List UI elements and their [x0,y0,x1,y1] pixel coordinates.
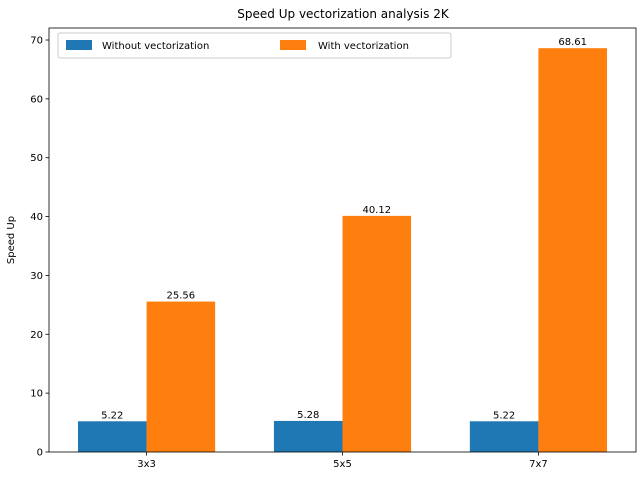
x-tick-label: 3x3 [137,459,156,470]
bar-value-label: 5.22 [493,410,515,421]
bar-value-label: 5.22 [101,410,123,421]
plot-area: 5.22 5.28 5.22 25.56 40.12 68.61 0 10 20 30 40 50 60… [30,27,637,470]
bar-with-5x5 [342,215,412,452]
bar-value-label: 25.56 [167,291,196,302]
legend-swatch [66,40,92,50]
y-tick-label: 40 [30,212,43,223]
bar-without-5x5 [273,420,343,452]
legend-swatch [280,40,306,50]
bar-value-label: 40.12 [362,205,391,216]
bar-without-7x7 [469,421,539,452]
bar-without-3x3 [78,421,147,452]
x-tick-label: 7x7 [529,459,548,470]
bar-value-label: 5.28 [297,410,319,421]
x-tick-label: 5x5 [333,459,352,470]
y-tick-label: 0 [37,448,43,459]
y-tick-label: 10 [30,389,43,400]
legend-entry-label: With vectorization [318,41,409,52]
legend-box [57,32,452,59]
y-tick-label: 30 [30,271,43,282]
y-axis-label: Speed Up [6,216,17,264]
legend-entry-label: Without vectorization [102,41,209,52]
bar-with-3x3 [146,301,216,452]
y-tick-label: 50 [30,153,43,164]
y-tick-label: 70 [30,36,43,47]
bar-value-label: 68.61 [558,37,587,48]
chart-title: Speed Up vectorization analysis 2K [237,7,450,21]
y-tick-label: 20 [30,330,43,341]
bar-with-7x7 [538,48,607,452]
legend: Without vectorization With vectorization [57,32,452,59]
y-tick-label: 60 [30,94,43,105]
